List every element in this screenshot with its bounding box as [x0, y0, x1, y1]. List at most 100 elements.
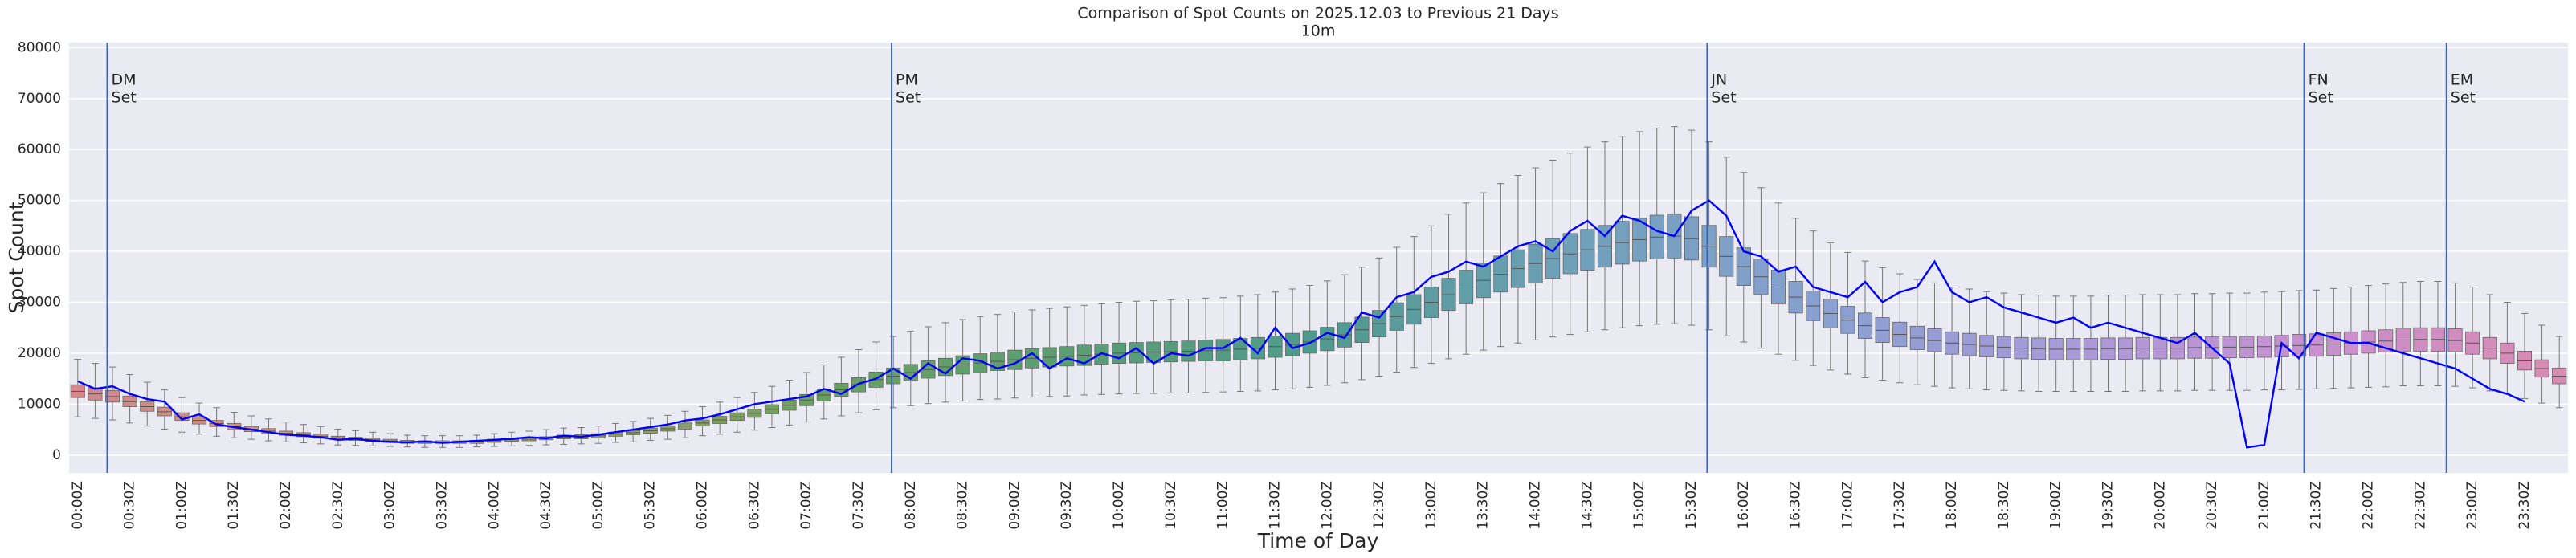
x-tick-label: 06:30Z [746, 481, 762, 530]
event-label: Set [2309, 89, 2333, 107]
chart-subtitle: 10m [1301, 22, 1336, 40]
x-tick-label: 04:00Z [486, 481, 502, 530]
y-tick-label: 30000 [18, 295, 61, 311]
box [1580, 146, 1595, 332]
x-tick-label: 12:00Z [1319, 481, 1335, 530]
x-tick-label: 11:00Z [1215, 481, 1231, 530]
box [1962, 288, 1977, 389]
box [1597, 141, 1613, 331]
box [1389, 246, 1404, 373]
box [2413, 280, 2428, 387]
x-tick-label: 00:00Z [70, 481, 86, 530]
box [1285, 288, 1300, 389]
x-tick-label: 01:00Z [174, 481, 190, 530]
box [2465, 286, 2480, 389]
current-day-line [77, 199, 2525, 449]
x-tick-label: 20:00Z [2152, 481, 2168, 530]
box [1493, 183, 1508, 348]
y-tick-label: 50000 [18, 193, 61, 209]
event-label: DM [112, 71, 137, 89]
box [1163, 299, 1178, 393]
box [1753, 187, 1769, 349]
box [1719, 157, 1734, 336]
box [1112, 302, 1127, 395]
x-tick-label: 02:00Z [278, 481, 294, 530]
event-label: FN [2309, 71, 2329, 89]
x-tick-label: 09:30Z [1059, 481, 1075, 530]
box [1354, 267, 1370, 381]
box [2031, 295, 2047, 393]
box [2118, 295, 2133, 393]
box [1441, 214, 1456, 360]
x-tick-label: 15:30Z [1684, 481, 1700, 530]
x-tick-label: 06:00Z [695, 481, 711, 530]
x-tick-label: 03:30Z [434, 481, 450, 530]
x-tick-label: 13:00Z [1423, 481, 1439, 530]
box [2534, 324, 2549, 404]
x-tick-label: 10:30Z [1163, 481, 1179, 530]
box [1945, 286, 1960, 389]
box [2430, 280, 2446, 387]
y-axis-label: Spot Count [5, 202, 28, 313]
box [88, 363, 103, 419]
event-label: JN [1710, 71, 1727, 89]
event-label: Set [896, 89, 921, 107]
box [2135, 294, 2150, 392]
plot-background [69, 43, 2568, 473]
x-tick-label: 04:30Z [538, 481, 554, 530]
box [2048, 295, 2064, 393]
box [729, 397, 745, 433]
event-label: Set [2451, 89, 2476, 107]
x-tick-label: 08:00Z [903, 481, 919, 530]
box [1684, 129, 1700, 326]
box [2517, 312, 2533, 399]
box [1857, 260, 1873, 378]
box [2447, 282, 2463, 387]
box [1042, 308, 1057, 397]
y-tick-label: 0 [52, 447, 61, 463]
box [1337, 274, 1352, 384]
x-axis-label: Time of Day [1257, 529, 1379, 552]
x-tick-label: 14:30Z [1579, 481, 1595, 530]
box [2395, 282, 2411, 387]
box [1806, 230, 1821, 366]
box [1649, 128, 1664, 325]
box [122, 374, 137, 424]
box [104, 366, 120, 421]
x-tick-label: 12:30Z [1371, 481, 1387, 530]
x-tick-label: 16:00Z [1736, 481, 1752, 530]
x-tick-label: 22:30Z [2412, 481, 2428, 530]
x-tick-label: 18:00Z [1944, 481, 1960, 530]
box [1615, 136, 1630, 328]
box [1459, 202, 1474, 355]
x-tick-label: 14:00Z [1528, 481, 1544, 530]
box [1840, 251, 1855, 375]
x-tick-label: 20:30Z [2204, 481, 2220, 530]
box [157, 389, 172, 430]
x-tick-label: 05:00Z [590, 481, 606, 530]
box [1406, 236, 1422, 369]
box [1875, 267, 1890, 381]
box [695, 406, 710, 437]
box [2552, 336, 2567, 409]
event-label: Set [112, 89, 137, 107]
box [1788, 218, 1803, 361]
box [1979, 291, 1994, 391]
box [816, 365, 831, 420]
box [1632, 131, 1647, 327]
box [1181, 299, 1196, 393]
x-tick-label: 08:30Z [955, 481, 971, 530]
box [764, 385, 780, 429]
box [2256, 291, 2272, 391]
box [660, 414, 676, 440]
box [2014, 294, 2029, 392]
box [313, 426, 329, 445]
x-tick-label: 19:00Z [2048, 481, 2064, 530]
box [1770, 202, 1786, 355]
x-tick-label: 16:30Z [1788, 481, 1804, 530]
event-label: Set [1711, 89, 1736, 107]
x-tick-label: 07:30Z [851, 481, 867, 530]
x-tick-label: 02:30Z [330, 481, 346, 530]
x-tick-label: 18:30Z [1996, 481, 2012, 530]
